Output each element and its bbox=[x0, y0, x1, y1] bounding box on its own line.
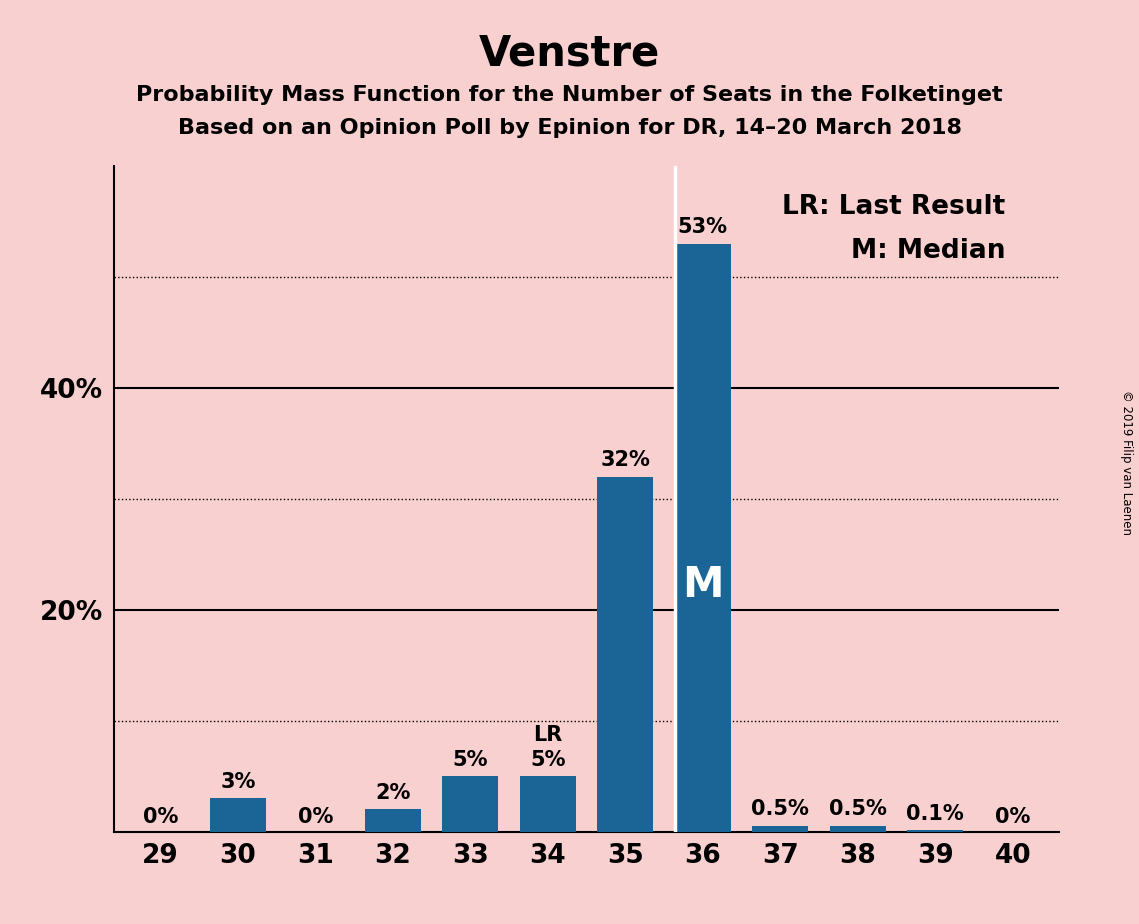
Bar bbox=[830, 826, 886, 832]
Text: M: Median: M: Median bbox=[851, 238, 1005, 264]
Text: 5%: 5% bbox=[530, 749, 566, 770]
Text: Venstre: Venstre bbox=[478, 32, 661, 74]
Text: 3%: 3% bbox=[220, 772, 255, 792]
Bar bbox=[753, 826, 809, 832]
Bar bbox=[908, 831, 964, 832]
Text: 0.1%: 0.1% bbox=[907, 804, 964, 824]
Text: 0.5%: 0.5% bbox=[829, 799, 887, 820]
Bar bbox=[210, 798, 265, 832]
Text: Probability Mass Function for the Number of Seats in the Folketinget: Probability Mass Function for the Number… bbox=[137, 85, 1002, 105]
Text: 5%: 5% bbox=[452, 749, 489, 770]
Text: 32%: 32% bbox=[600, 450, 650, 470]
Bar bbox=[519, 776, 575, 832]
Text: 0%: 0% bbox=[297, 808, 333, 827]
Text: 2%: 2% bbox=[375, 783, 410, 803]
Text: LR: LR bbox=[533, 725, 563, 745]
Text: © 2019 Filip van Laenen: © 2019 Filip van Laenen bbox=[1121, 390, 1133, 534]
Text: 0.5%: 0.5% bbox=[752, 799, 809, 820]
Text: M: M bbox=[682, 564, 723, 606]
Text: 0%: 0% bbox=[995, 808, 1031, 827]
Bar bbox=[675, 244, 731, 832]
Text: LR: Last Result: LR: Last Result bbox=[781, 194, 1005, 220]
Text: 0%: 0% bbox=[142, 808, 178, 827]
Bar bbox=[598, 477, 654, 832]
Text: Based on an Opinion Poll by Epinion for DR, 14–20 March 2018: Based on an Opinion Poll by Epinion for … bbox=[178, 118, 961, 139]
Text: 53%: 53% bbox=[678, 217, 728, 237]
Bar bbox=[442, 776, 498, 832]
Bar bbox=[364, 809, 420, 832]
